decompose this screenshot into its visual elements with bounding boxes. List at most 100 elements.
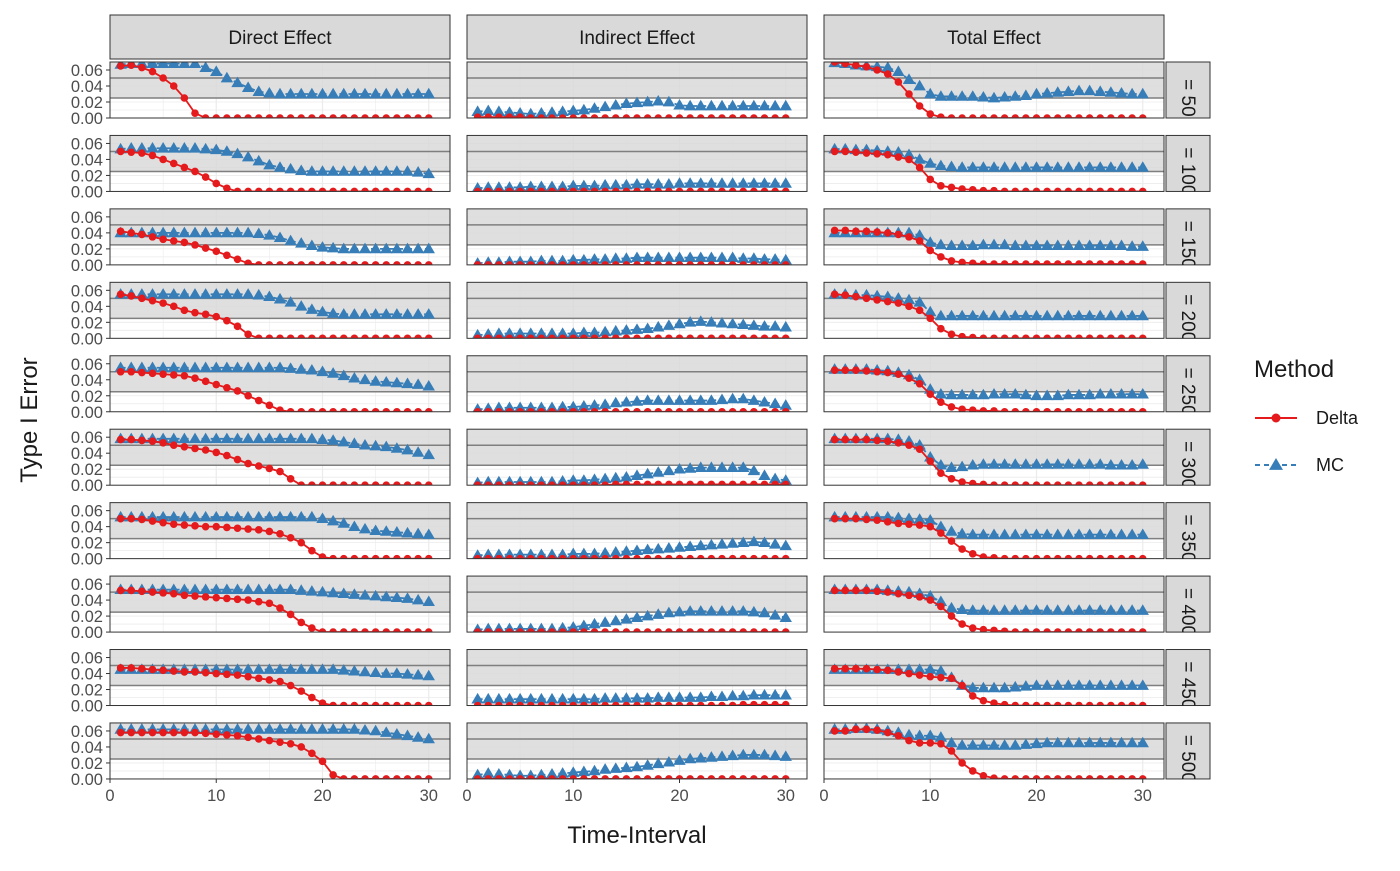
data-point-delta [852, 148, 860, 157]
data-point-mc [673, 99, 686, 110]
data-point-delta [1096, 407, 1105, 412]
data-point-delta [1128, 554, 1136, 559]
data-point-delta [233, 255, 242, 264]
data-point-mc [987, 528, 1001, 539]
data-point-delta [852, 62, 860, 69]
y-tick-label: 0.00 [71, 257, 103, 275]
data-point-mc [1030, 604, 1043, 615]
data-point-delta [1022, 187, 1030, 192]
data-point-delta [1011, 187, 1020, 192]
series-line-mc [477, 100, 786, 115]
data-point-delta [159, 370, 167, 378]
data-point-delta [116, 586, 125, 595]
data-point-delta [159, 589, 167, 597]
data-point-delta [148, 517, 157, 525]
data-point-mc [305, 432, 319, 444]
data-point-mc [337, 308, 350, 319]
row-strip-label: n = 100 [1177, 131, 1198, 195]
panel-border [823, 61, 1165, 119]
data-point-mc [652, 178, 665, 189]
data-point-delta [371, 261, 380, 265]
data-point-delta [728, 187, 737, 192]
data-point-delta [633, 775, 641, 779]
data-point-mc [1083, 458, 1096, 469]
data-point-mc [326, 586, 340, 598]
data-point-delta [393, 261, 401, 265]
data-point-mc [556, 105, 569, 116]
data-point-mc [567, 474, 580, 485]
data-point-mc [768, 538, 782, 549]
data-point-delta [254, 526, 263, 534]
data-point-delta [265, 261, 274, 265]
y-tick-label: 0.02 [71, 167, 103, 185]
data-point-delta [915, 521, 924, 529]
data-point-mc [369, 308, 382, 319]
data-point-mc [934, 238, 948, 250]
data-point-delta [286, 681, 295, 690]
data-point-delta [665, 554, 673, 559]
data-point-delta [654, 480, 663, 486]
facet-panel [823, 722, 1165, 780]
data-point-mc [966, 681, 979, 693]
data-point-mc [556, 621, 569, 633]
data-point-mc [482, 328, 495, 339]
data-point-mc [295, 164, 308, 175]
data-point-mc [913, 296, 926, 307]
data-point-delta [1138, 554, 1147, 559]
y-tick-label: 0.00 [71, 698, 103, 716]
data-point-delta [1043, 114, 1051, 118]
data-point-mc [513, 692, 527, 704]
data-point-mc [881, 290, 894, 302]
data-point-mc [945, 388, 958, 400]
data-point-mc [305, 585, 319, 596]
data-point-mc [1062, 85, 1075, 96]
reference-band [467, 355, 807, 392]
data-point-delta [361, 407, 369, 412]
panel-border [466, 502, 808, 560]
data-point-mc [1040, 161, 1054, 172]
data-point-mc [348, 165, 361, 176]
data-point-mc [326, 434, 340, 445]
data-point-mc [609, 178, 622, 190]
data-point-delta [276, 677, 284, 686]
data-point-delta [329, 701, 337, 706]
data-point-delta [318, 757, 327, 766]
data-point-mc [913, 513, 926, 524]
data-point-delta [286, 187, 295, 192]
reference-band [467, 429, 807, 466]
data-point-mc [1104, 604, 1118, 615]
data-point-mc [630, 611, 644, 623]
data-point-delta [223, 316, 231, 325]
data-point-delta [915, 237, 924, 245]
data-point-delta [526, 407, 535, 412]
data-point-delta [138, 149, 146, 157]
data-point-mc [977, 161, 990, 172]
data-point-mc [609, 471, 622, 483]
data-point-delta [169, 237, 178, 245]
data-point-delta [1128, 775, 1136, 779]
data-point-mc [146, 288, 159, 299]
data-point-delta [212, 312, 221, 321]
data-point-delta [159, 299, 167, 307]
data-point-mc [945, 525, 958, 536]
data-point-delta [116, 728, 125, 737]
data-point-delta [254, 735, 263, 743]
data-point-delta [191, 167, 199, 176]
data-point-delta [233, 731, 242, 740]
data-point-delta [1064, 187, 1073, 192]
data-point-delta [665, 407, 673, 412]
data-point-delta [424, 261, 433, 265]
data-point-delta [771, 114, 779, 118]
data-point-delta [771, 480, 779, 486]
data-point-delta [558, 334, 567, 339]
data-point-delta [191, 522, 199, 530]
data-point-mc [273, 87, 287, 99]
data-point-delta [1053, 114, 1062, 118]
data-point-delta [1043, 187, 1051, 192]
data-point-mc [577, 326, 591, 338]
data-point-delta [484, 187, 493, 192]
data-point-delta [414, 407, 422, 412]
column-strip [823, 14, 1165, 60]
data-point-mc [1136, 309, 1149, 321]
data-point-delta [1107, 407, 1115, 412]
